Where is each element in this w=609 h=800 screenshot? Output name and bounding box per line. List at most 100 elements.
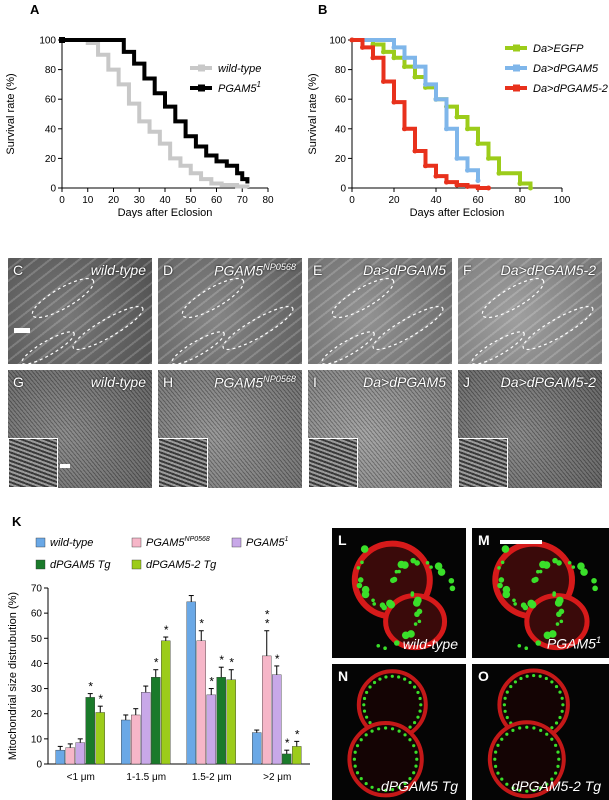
data-point bbox=[486, 155, 491, 161]
scale-bar bbox=[14, 328, 30, 333]
fl-panel-letter: M bbox=[478, 532, 490, 548]
significance-star: * bbox=[98, 692, 103, 706]
mito-signal bbox=[368, 720, 372, 725]
category-label: <1 μm bbox=[67, 772, 95, 783]
x-tick-label: 40 bbox=[430, 195, 442, 206]
mito-signal bbox=[416, 715, 420, 719]
em-image-i: I Da>dPGAM5 bbox=[308, 370, 452, 488]
x-tick-label: 70 bbox=[237, 195, 249, 206]
mito-signal bbox=[592, 585, 598, 592]
mito-signal bbox=[414, 764, 418, 768]
series-line bbox=[62, 38, 250, 189]
y-axis-label: Survival rate (%) bbox=[307, 73, 319, 154]
mito-outline bbox=[372, 305, 444, 351]
mito-signal bbox=[362, 696, 367, 701]
data-point bbox=[412, 148, 418, 154]
bar bbox=[55, 749, 65, 765]
mito-signal bbox=[377, 787, 381, 792]
data-point bbox=[402, 64, 407, 70]
em-panel-letter: F bbox=[463, 262, 472, 278]
mito-signal bbox=[412, 771, 416, 775]
data-point bbox=[423, 81, 428, 87]
y-axis-label: Survival rate (%) bbox=[5, 73, 17, 154]
x-axis-label: Days after Eclosion bbox=[410, 207, 505, 218]
data-point bbox=[486, 185, 491, 191]
significance-star: * bbox=[285, 736, 290, 750]
bar bbox=[226, 679, 236, 765]
em-inset bbox=[158, 438, 208, 488]
mito-signal bbox=[539, 728, 543, 732]
mito-signal bbox=[561, 703, 565, 707]
x-tick-label: 50 bbox=[185, 195, 197, 206]
data-point bbox=[391, 44, 397, 50]
mito-signal bbox=[390, 674, 394, 678]
data-point bbox=[370, 55, 376, 61]
mito-signal bbox=[353, 764, 357, 768]
mito-outline bbox=[522, 305, 594, 351]
mito-signal bbox=[376, 643, 381, 648]
mito-signal bbox=[364, 733, 368, 737]
x-tick-label: 60 bbox=[211, 195, 223, 206]
fl-panel-letter: O bbox=[478, 668, 489, 684]
mito-signal bbox=[503, 709, 507, 713]
mito-signal bbox=[505, 690, 509, 694]
legend-swatch bbox=[35, 559, 46, 570]
mito-signal bbox=[536, 569, 540, 574]
bar bbox=[65, 747, 75, 765]
mito-signal bbox=[418, 696, 422, 701]
mito-signal bbox=[543, 631, 552, 640]
mito-signal bbox=[554, 771, 558, 775]
legend-swatch bbox=[131, 559, 142, 570]
mito-outline bbox=[471, 331, 525, 364]
mito-signal bbox=[372, 680, 377, 685]
data-point bbox=[444, 126, 449, 132]
series-line bbox=[62, 38, 250, 184]
mito-signal bbox=[532, 788, 536, 792]
mito-signal bbox=[509, 684, 513, 689]
y-tick-label: 0 bbox=[50, 184, 56, 195]
legend-label: Da>EGFP bbox=[533, 43, 584, 55]
bar bbox=[216, 677, 226, 765]
mito-signal bbox=[505, 715, 509, 720]
mito-signal bbox=[401, 561, 409, 569]
y-tick-label: 0 bbox=[36, 760, 42, 771]
significance-star: * bbox=[219, 653, 224, 667]
category-label: 1-1.5 μm bbox=[126, 772, 166, 783]
mito-signal bbox=[355, 771, 360, 775]
legend-swatch bbox=[231, 537, 242, 548]
y-tick-label: 20 bbox=[31, 709, 43, 720]
mito-signal bbox=[559, 619, 564, 624]
mito-signal bbox=[397, 675, 401, 679]
mito-signal bbox=[571, 565, 576, 569]
mito-outline-overlay bbox=[321, 277, 444, 364]
scale-bar bbox=[60, 464, 70, 468]
y-tick-label: 0 bbox=[340, 184, 346, 195]
x-tick-label: 60 bbox=[472, 195, 484, 206]
mito-signal bbox=[494, 764, 498, 768]
data-point bbox=[402, 126, 407, 132]
mito-signal bbox=[554, 599, 563, 607]
y-tick-label: 80 bbox=[335, 65, 347, 76]
em-inset bbox=[458, 438, 508, 488]
bar bbox=[161, 640, 171, 765]
mito-signal bbox=[364, 781, 368, 786]
mito-signal bbox=[550, 737, 554, 741]
significance-star: * bbox=[229, 656, 234, 670]
x-tick-label: 0 bbox=[59, 195, 65, 206]
panel-letter-k: K bbox=[12, 514, 22, 529]
data-point bbox=[465, 184, 470, 190]
mito-signal bbox=[539, 786, 543, 790]
data-point bbox=[496, 170, 502, 176]
data-point bbox=[475, 141, 481, 147]
mito-signal bbox=[554, 721, 559, 725]
mito-signal bbox=[511, 786, 515, 790]
mito-outline bbox=[181, 277, 245, 319]
em-panel-label: Da>dPGAM5 bbox=[363, 374, 446, 390]
significance-star: * bbox=[295, 727, 300, 741]
legend-label: wild-type bbox=[50, 537, 93, 549]
mito-signal bbox=[371, 598, 375, 603]
bar bbox=[186, 601, 196, 765]
mito-signal bbox=[412, 685, 417, 689]
